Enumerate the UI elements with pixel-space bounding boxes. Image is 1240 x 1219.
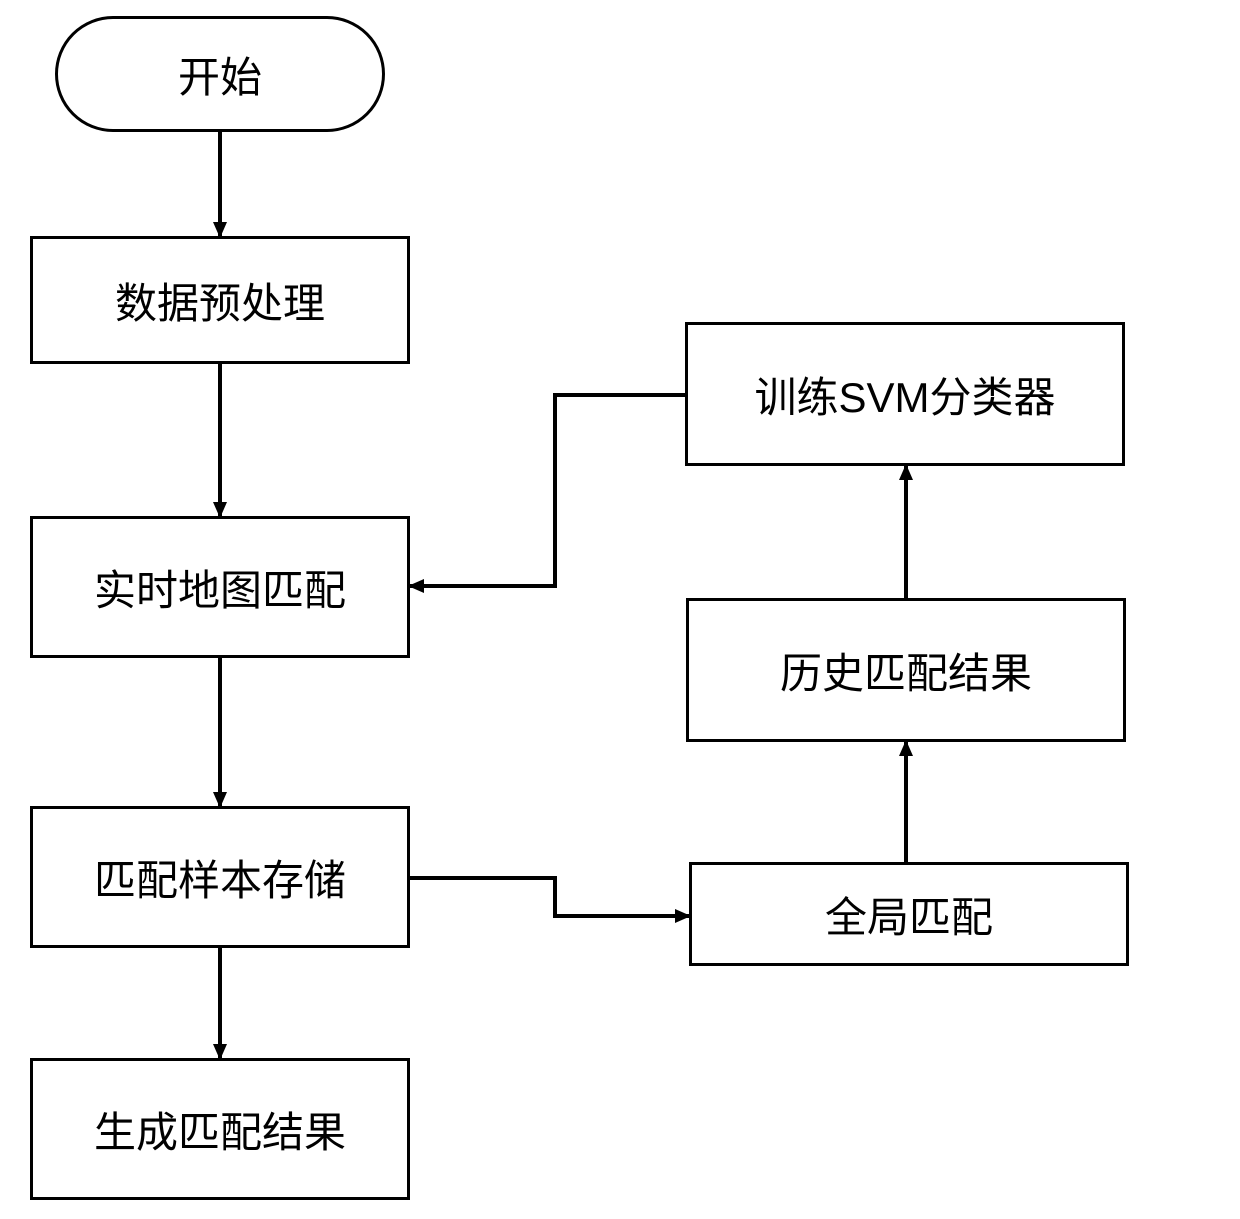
flow-node-global: 全局匹配 (689, 862, 1129, 966)
edge-store-to-global (410, 878, 689, 916)
flow-node-start: 开始 (55, 16, 385, 132)
node-label: 数据预处理 (115, 270, 325, 331)
node-label: 全局匹配 (825, 884, 993, 945)
node-label: 开始 (178, 44, 262, 105)
edge-svm-to-realtime (410, 395, 685, 586)
flow-node-store: 匹配样本存储 (30, 806, 410, 948)
flow-node-result: 生成匹配结果 (30, 1058, 410, 1200)
node-label: 历史匹配结果 (780, 640, 1032, 701)
node-label: 实时地图匹配 (94, 557, 346, 618)
flow-node-svm: 训练SVM分类器 (685, 322, 1125, 466)
node-label: 生成匹配结果 (94, 1099, 346, 1160)
flow-node-history: 历史匹配结果 (686, 598, 1126, 742)
flow-node-realtime: 实时地图匹配 (30, 516, 410, 658)
node-label: 训练SVM分类器 (754, 364, 1055, 425)
flow-node-preprocess: 数据预处理 (30, 236, 410, 364)
node-label: 匹配样本存储 (94, 847, 346, 908)
